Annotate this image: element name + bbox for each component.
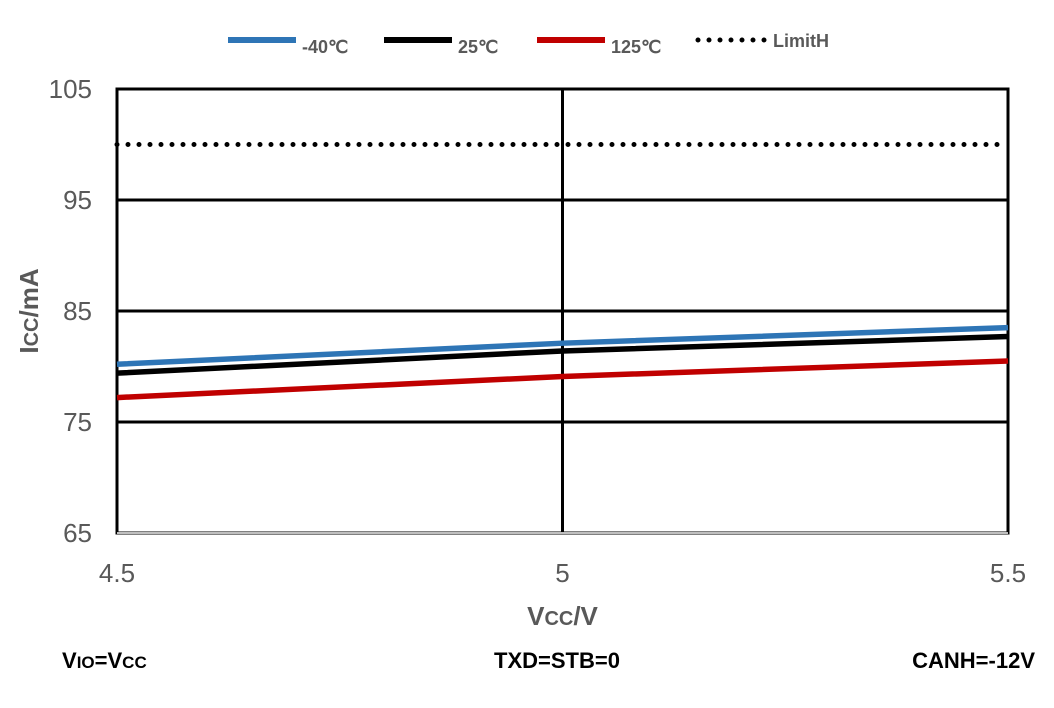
x-tick-label: 5 xyxy=(555,558,569,588)
legend: -40℃ 25℃ 125℃ LimitH xyxy=(228,31,829,57)
annotation-left: VIO=VCC xyxy=(62,648,147,673)
x-axis-title-sub: CC xyxy=(544,608,573,630)
x-tick-label: 5.5 xyxy=(990,558,1026,588)
y-tick-label: 85 xyxy=(63,296,92,326)
grid xyxy=(115,87,1010,535)
y-axis-title-main: I xyxy=(14,346,44,353)
x-tick-label: 4.5 xyxy=(99,558,135,588)
y-axis-title: ICC/mA xyxy=(14,268,44,353)
annotation-center: TXD=STB=0 xyxy=(494,648,620,673)
annotation-left-part-1: IO xyxy=(77,653,95,672)
annotation-right: CANH=-12V xyxy=(912,648,1035,673)
annotation-left-part-0: V xyxy=(62,648,77,673)
x-axis-title: VCC/V xyxy=(527,601,598,631)
legend-label-2: 125℃ xyxy=(611,37,661,57)
x-axis-title-main: V xyxy=(527,601,545,631)
annotation-left-part-2: =V xyxy=(95,648,123,673)
series-line-0 xyxy=(116,324,1009,368)
y-tick-label: 65 xyxy=(63,518,92,548)
series-line-1 xyxy=(116,333,1009,376)
y-axis-title-sub: CC xyxy=(21,318,43,347)
legend-label-3: LimitH xyxy=(773,31,829,51)
legend-label-1: 25℃ xyxy=(458,37,498,57)
legend-label-0: -40℃ xyxy=(302,37,348,57)
annotation-left-part-3: CC xyxy=(122,653,147,672)
footer-annotations: VIO=VCC TXD=STB=0 CANH=-12V xyxy=(62,648,1035,673)
y-axis-title-suffix: /mA xyxy=(14,268,44,317)
series-line-2 xyxy=(116,358,1009,401)
series-layer xyxy=(114,142,1011,401)
y-tick-label: 75 xyxy=(63,407,92,437)
y-tick-label: 95 xyxy=(63,185,92,215)
x-axis-title-suffix: /V xyxy=(573,601,598,631)
y-tick-label: 105 xyxy=(49,74,92,104)
